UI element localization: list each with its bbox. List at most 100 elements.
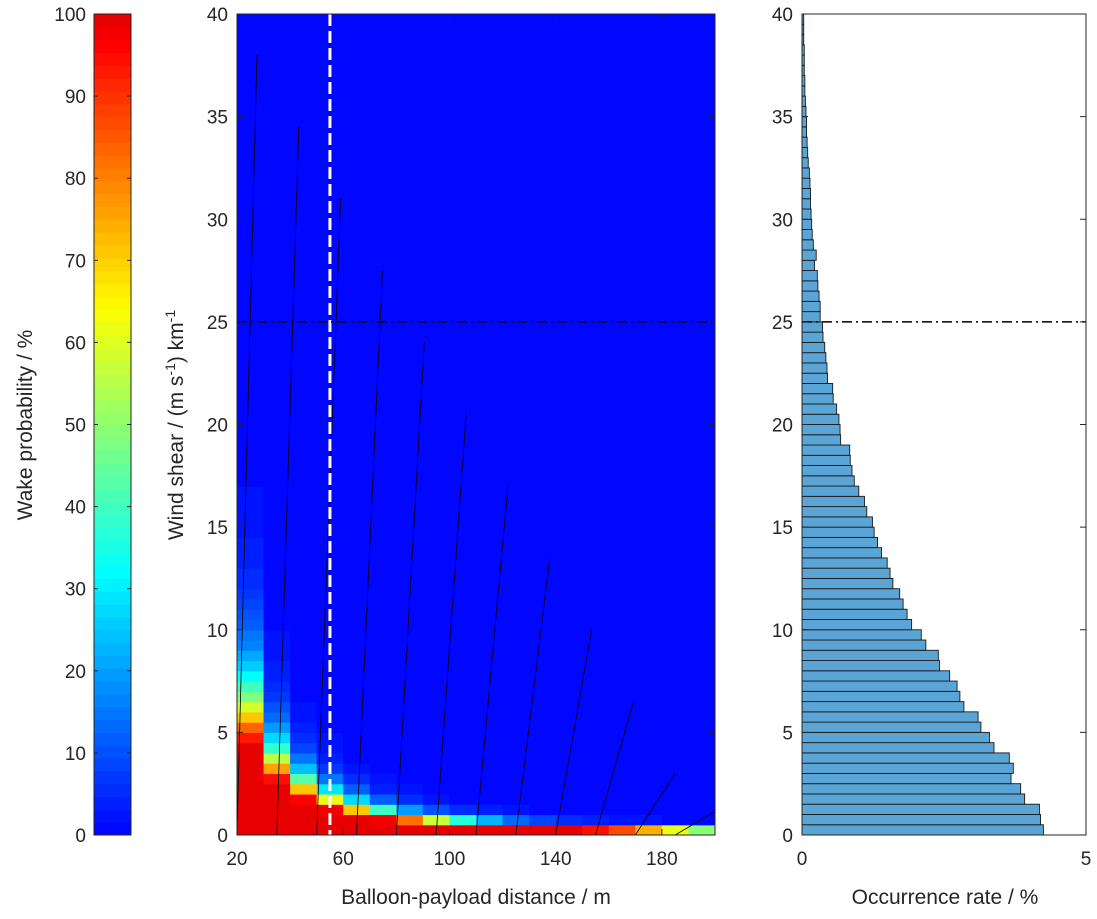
colorbar-level <box>94 411 131 425</box>
colorbar-level <box>94 14 131 28</box>
heatmap-cell <box>449 475 477 487</box>
heatmap-cell <box>661 722 690 733</box>
heatmap-cell <box>396 14 424 25</box>
heatmap-cell <box>369 496 397 508</box>
heatmap-cell <box>237 55 265 66</box>
heatmap-cell <box>396 763 424 775</box>
heatmap-cell <box>661 434 690 446</box>
heatmap-cell <box>369 24 397 36</box>
heatmap-cell <box>422 640 451 651</box>
heatmap-cell <box>635 640 663 651</box>
heatmap-cell <box>237 332 265 343</box>
heatmap-cell <box>555 629 583 641</box>
heatmap-cell <box>555 434 583 446</box>
hatch-line <box>276 126 300 835</box>
heatmap-cell <box>688 742 715 754</box>
heatmap-cell <box>688 106 715 118</box>
heatmap-cell <box>555 352 583 364</box>
heatmap-cell <box>635 496 663 508</box>
heatmap-cell <box>476 722 504 733</box>
heatmap-cell <box>237 167 265 179</box>
heatmap-cell <box>635 250 663 261</box>
heatmap-cell <box>343 414 371 426</box>
heatmap-cell <box>502 445 530 456</box>
heatmap-cell <box>502 106 530 118</box>
heatmap-cell <box>449 178 477 190</box>
heatmap-cell <box>608 342 636 354</box>
heatmap-cell <box>555 208 583 220</box>
histogram-bar <box>802 629 922 641</box>
heatmap-cell <box>582 106 610 118</box>
heatmap-cell <box>422 178 451 190</box>
heatmap-cell <box>476 773 504 785</box>
heatmap-cell <box>608 711 636 723</box>
heatmap-cell <box>290 116 318 128</box>
heatmap-cell <box>555 383 583 395</box>
heatmap-cell <box>635 403 663 415</box>
heatmap-cell <box>608 629 636 641</box>
heatmap-cell <box>529 383 557 395</box>
heatmap-cell <box>476 403 504 415</box>
heatmap-cell <box>555 198 583 210</box>
heatmap-cell <box>237 824 265 835</box>
heatmap-cell <box>343 157 371 169</box>
heatmap-cell <box>608 578 636 590</box>
heatmap-cell <box>369 681 397 692</box>
colorbar-level <box>94 552 131 567</box>
heatmap-cell <box>582 681 610 692</box>
heatmap-cell <box>529 116 557 128</box>
colorbar-level <box>94 488 131 502</box>
heatmap-cell <box>635 465 663 477</box>
heatmap-cell <box>449 486 477 497</box>
heatmap-cell <box>237 681 265 692</box>
heatmap-cell <box>343 342 371 354</box>
heatmap-cell <box>316 414 344 426</box>
heatmap-cell <box>449 588 477 600</box>
heatmap-cell <box>449 147 477 159</box>
heatmap-cell <box>688 557 715 569</box>
heatmap-cell <box>343 96 371 107</box>
heatmap-cell <box>449 670 477 682</box>
heatmap-cell <box>582 814 610 826</box>
heatmap-cell <box>422 403 451 415</box>
heatmap-cell <box>237 178 265 190</box>
heatmap-cell <box>290 681 318 692</box>
heatmap-cell <box>369 547 397 559</box>
colorbar-level <box>94 770 131 785</box>
heatmap-cell <box>369 742 397 754</box>
heatmap-cell <box>661 311 690 323</box>
heatmap-cell <box>263 598 291 610</box>
heatmap-cell <box>343 65 371 77</box>
colorbar-level <box>94 783 131 798</box>
heatmap-cell <box>343 167 371 179</box>
heatmap-cell <box>502 629 530 641</box>
heatmap-cell <box>449 198 477 210</box>
heatmap-cell <box>237 588 265 600</box>
heatmap-cell <box>555 465 583 477</box>
histogram-bar <box>802 362 828 374</box>
colorbar-level <box>94 578 131 592</box>
heatmap-cell <box>661 239 690 251</box>
heatmap-cell <box>263 783 291 795</box>
heatmap-cell <box>369 137 397 149</box>
heatmap-cell <box>263 414 291 426</box>
heatmap-cell <box>555 793 583 805</box>
heatmap-cell <box>290 321 318 333</box>
heatmap-cell <box>476 126 504 138</box>
colorbar-level <box>94 193 131 207</box>
heatmap-cell <box>608 588 636 600</box>
heatmap-cell <box>635 445 663 456</box>
heatmap-cell <box>343 455 371 467</box>
heatmap-x-label: Balloon-payload distance / m <box>341 886 611 909</box>
heatmap-cell <box>263 722 291 733</box>
heatmap-cell <box>529 65 557 77</box>
heatmap-cell <box>449 332 477 343</box>
heatmap-cell <box>263 465 291 477</box>
y-tick-label: 30 <box>207 210 228 231</box>
heatmap-cell <box>396 650 424 662</box>
heatmap-cell <box>502 609 530 621</box>
heatmap-cell <box>555 65 583 77</box>
heatmap-cell <box>476 547 504 559</box>
heatmap-cell <box>608 783 636 795</box>
